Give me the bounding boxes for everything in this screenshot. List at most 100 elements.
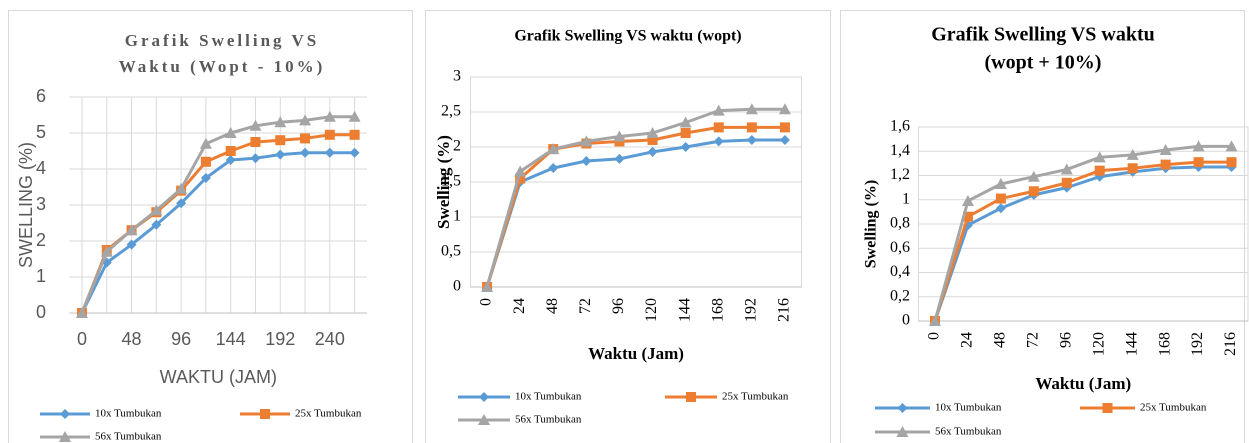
x-tick-label: 0 (478, 298, 495, 306)
marker (225, 155, 236, 165)
y-tick-label: 0,4 (890, 263, 910, 280)
marker (324, 129, 335, 140)
x-tick-label: 240 (315, 329, 345, 349)
legend-label: 56x Tumbukan (95, 431, 162, 443)
panel (840, 10, 1245, 443)
marker (928, 315, 941, 326)
marker (995, 203, 1006, 214)
x-tick-label: 48 (544, 298, 561, 314)
marker (779, 135, 790, 145)
marker (778, 103, 791, 115)
marker (581, 156, 592, 166)
y-tick-label: 0,6 (890, 239, 910, 256)
x-tick-label: 120 (643, 298, 660, 322)
x-tick-label: 0 (77, 329, 87, 349)
marker (324, 147, 335, 158)
y-tick-label: 0 (902, 312, 910, 329)
marker (199, 137, 212, 149)
marker (995, 193, 1006, 204)
series-line (485, 138, 785, 288)
x-tick-label: 144 (216, 329, 246, 349)
marker (175, 182, 188, 194)
legend-label: 25x Tumbukan (295, 408, 362, 420)
x-tick-label: 48 (992, 332, 1009, 348)
x-tick-label: 24 (959, 332, 976, 348)
marker (961, 194, 974, 206)
y-tick-label: 0 (36, 302, 46, 322)
marker (1060, 163, 1073, 175)
marker (200, 173, 211, 183)
marker (250, 153, 261, 164)
marker (478, 414, 490, 425)
marker (275, 135, 286, 146)
marker (646, 127, 659, 138)
marker (1160, 159, 1171, 170)
legend-label: 10x Tumbukan (935, 402, 1002, 414)
marker (548, 163, 559, 173)
y-tick-label: 0,2 (890, 287, 910, 304)
marker (126, 239, 137, 250)
marker (614, 153, 625, 164)
marker (348, 110, 361, 122)
chart-title: Grafik Swelling VS waktu (931, 24, 1155, 46)
y-tick-label: 3 (453, 68, 461, 85)
x-axis-label: WAKTU (JAM) (160, 367, 277, 387)
x-tick-label: 0 (926, 332, 943, 340)
legend-label: 25x Tumbukan (722, 391, 789, 403)
series-line (933, 144, 1232, 322)
marker (713, 136, 724, 147)
series-line (485, 107, 785, 288)
x-tick-label: 72 (1024, 332, 1041, 348)
x-tick-label: 168 (709, 298, 726, 322)
x-tick-label: 96 (610, 298, 627, 314)
y-tick-label: 2,5 (441, 103, 461, 120)
marker (897, 403, 908, 413)
series-line (933, 160, 1232, 322)
marker (151, 219, 162, 230)
marker (647, 135, 658, 145)
marker (349, 129, 360, 140)
panel (8, 10, 413, 443)
chart-title: Grafik Swelling VS (125, 31, 319, 50)
y-tick-label: 4 (36, 158, 46, 178)
y-tick-label: 2 (453, 138, 461, 155)
series-line (485, 125, 785, 288)
y-tick-label: 5 (36, 122, 46, 142)
marker (680, 142, 691, 152)
y-tick-label: 0 (453, 278, 461, 295)
y-tick-label: 6 (36, 86, 46, 106)
marker (275, 149, 286, 160)
marker (250, 137, 261, 147)
marker (125, 224, 138, 236)
y-tick-label: 3 (36, 194, 46, 214)
marker (1193, 157, 1204, 168)
marker (323, 110, 336, 122)
marker (712, 104, 725, 116)
x-axis-label: Waktu (Jam) (588, 344, 684, 363)
x-tick-label: 120 (1090, 332, 1107, 356)
y-tick-label: 1,5 (441, 173, 461, 190)
marker (613, 130, 626, 142)
marker (779, 122, 790, 133)
y-tick-label: 2 (36, 230, 46, 250)
marker (746, 135, 757, 145)
marker (200, 156, 211, 167)
marker (59, 431, 71, 442)
marker (679, 116, 692, 128)
x-tick-label: 96 (171, 329, 191, 349)
x-tick-label: 192 (743, 298, 760, 322)
marker (896, 426, 909, 437)
marker (1027, 170, 1040, 182)
marker (580, 135, 593, 147)
marker (100, 245, 113, 257)
y-axis-label: Swelling (%) (863, 180, 880, 268)
marker (680, 128, 691, 138)
marker (1094, 165, 1105, 176)
marker (514, 165, 527, 177)
marker (746, 122, 757, 133)
x-tick-label: 72 (577, 298, 594, 314)
marker (1061, 177, 1072, 188)
marker (1093, 151, 1106, 163)
marker (249, 119, 262, 131)
panel (425, 10, 831, 443)
